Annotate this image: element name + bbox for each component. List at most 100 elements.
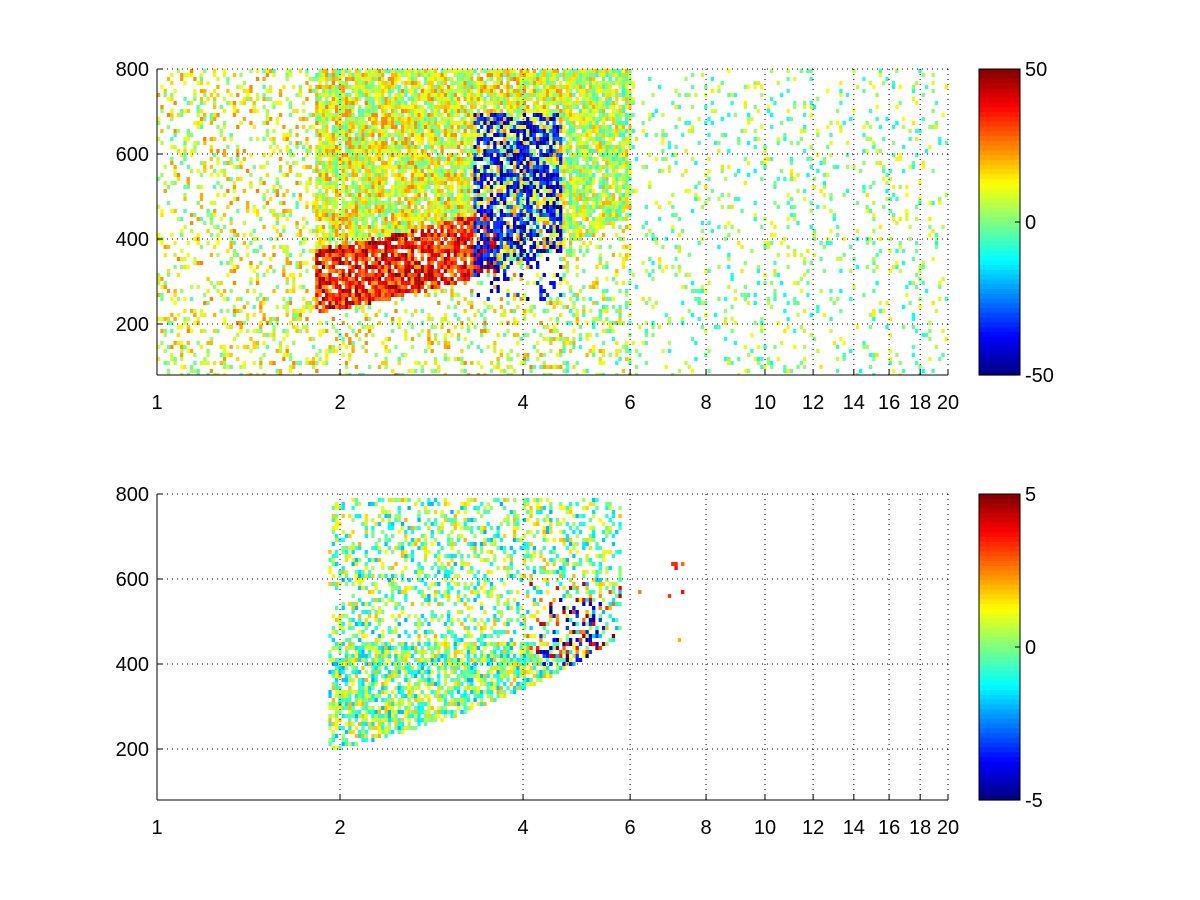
heatmap-cell xyxy=(423,101,428,105)
heatmap-cell xyxy=(344,277,349,281)
heatmap-cell xyxy=(255,189,260,193)
heatmap-cell xyxy=(512,217,517,221)
heatmap-cell xyxy=(568,177,573,181)
heatmap-cell xyxy=(447,189,451,193)
heatmap-cell xyxy=(358,265,362,269)
heatmap-cell xyxy=(460,177,464,181)
heatmap-cell xyxy=(443,281,448,285)
heatmap-cell xyxy=(354,185,359,189)
heatmap-cell xyxy=(565,321,569,325)
heatmap-cell xyxy=(354,77,359,81)
heatmap-cell xyxy=(338,285,342,289)
heatmap-cell xyxy=(272,253,276,257)
heatmap-cell xyxy=(545,337,550,341)
heatmap-cell xyxy=(407,181,411,185)
heatmap-cell xyxy=(278,373,283,375)
heatmap-cell xyxy=(440,253,444,257)
heatmap-cell xyxy=(249,373,253,375)
heatmap-cell xyxy=(440,201,444,205)
heatmap-cell xyxy=(427,73,431,77)
heatmap-cell xyxy=(443,277,448,281)
heatmap-cell xyxy=(275,229,279,233)
heatmap-cell xyxy=(539,173,543,177)
heatmap-cell xyxy=(265,297,270,301)
heatmap-cell xyxy=(183,345,187,349)
heatmap-cell xyxy=(160,285,164,289)
heatmap-cell xyxy=(479,329,484,333)
heatmap-cell xyxy=(374,205,378,209)
heatmap-cell xyxy=(506,85,510,89)
heatmap-cell xyxy=(453,129,457,133)
heatmap-cell xyxy=(387,101,392,105)
heatmap-cell xyxy=(479,193,484,197)
heatmap-cell xyxy=(173,301,177,305)
heatmap-cell xyxy=(407,129,411,133)
heatmap-cell xyxy=(549,197,553,201)
heatmap-cell xyxy=(506,229,510,233)
heatmap-cell xyxy=(381,205,385,209)
heatmap-cell xyxy=(176,297,181,301)
heatmap-cell xyxy=(549,93,553,97)
heatmap-cell xyxy=(532,161,537,165)
heatmap-cell xyxy=(417,69,421,73)
heatmap-cell xyxy=(443,333,448,337)
heatmap-cell xyxy=(496,285,500,289)
heatmap-cell xyxy=(545,137,550,141)
heatmap-cell xyxy=(430,245,434,249)
heatmap-cell xyxy=(430,137,434,141)
heatmap-cell xyxy=(285,261,289,265)
heatmap-cell xyxy=(229,93,233,97)
heatmap-cell xyxy=(489,281,494,285)
heatmap-cell xyxy=(222,121,227,125)
heatmap-cell xyxy=(559,157,563,161)
heatmap-cell xyxy=(526,165,530,169)
heatmap-cell xyxy=(555,205,560,209)
heatmap-cell xyxy=(397,361,401,365)
heatmap-cell xyxy=(539,293,543,297)
heatmap-cell xyxy=(166,321,171,325)
heatmap-cell xyxy=(433,229,438,233)
heatmap-cell xyxy=(344,313,349,317)
heatmap-cell xyxy=(189,309,194,313)
heatmap-cell xyxy=(272,73,276,77)
heatmap-cell xyxy=(351,229,355,233)
heatmap-cell xyxy=(358,229,362,233)
heatmap-cell xyxy=(456,141,461,145)
heatmap-cell xyxy=(216,241,220,245)
heatmap-cell xyxy=(460,229,464,233)
heatmap-cell xyxy=(338,245,342,249)
heatmap-cell xyxy=(509,249,513,253)
heatmap-cell xyxy=(249,121,253,125)
heatmap-cell xyxy=(196,113,200,117)
heatmap-cell xyxy=(275,193,279,197)
heatmap-cell xyxy=(321,197,326,201)
heatmap-cell xyxy=(242,321,246,325)
heatmap-cell xyxy=(196,369,200,373)
heatmap-cell xyxy=(377,105,382,109)
heatmap-cell xyxy=(334,297,339,301)
heatmap-cell xyxy=(262,313,266,317)
heatmap-cell xyxy=(163,349,167,353)
heatmap-cell xyxy=(384,141,388,145)
heatmap-cell xyxy=(447,341,451,345)
heatmap-cell xyxy=(522,185,527,189)
heatmap-cell xyxy=(532,129,537,133)
heatmap-cell xyxy=(381,201,385,205)
heatmap-cell xyxy=(423,361,428,365)
heatmap-cell xyxy=(364,93,368,97)
heatmap-cell xyxy=(269,209,273,213)
heatmap-cell xyxy=(328,249,332,253)
heatmap-cell xyxy=(404,121,408,125)
heatmap-cell xyxy=(489,93,494,97)
heatmap-cell xyxy=(400,293,405,297)
heatmap-cell xyxy=(259,305,263,309)
heatmap-cell xyxy=(189,213,194,217)
heatmap-cell xyxy=(430,85,434,89)
heatmap-cell xyxy=(180,345,184,349)
heatmap-cell xyxy=(499,121,504,125)
heatmap-cell xyxy=(364,77,368,81)
heatmap-cell xyxy=(417,133,421,137)
heatmap-cell xyxy=(315,265,319,269)
heatmap-cell xyxy=(315,161,319,165)
heatmap-cell xyxy=(506,105,510,109)
